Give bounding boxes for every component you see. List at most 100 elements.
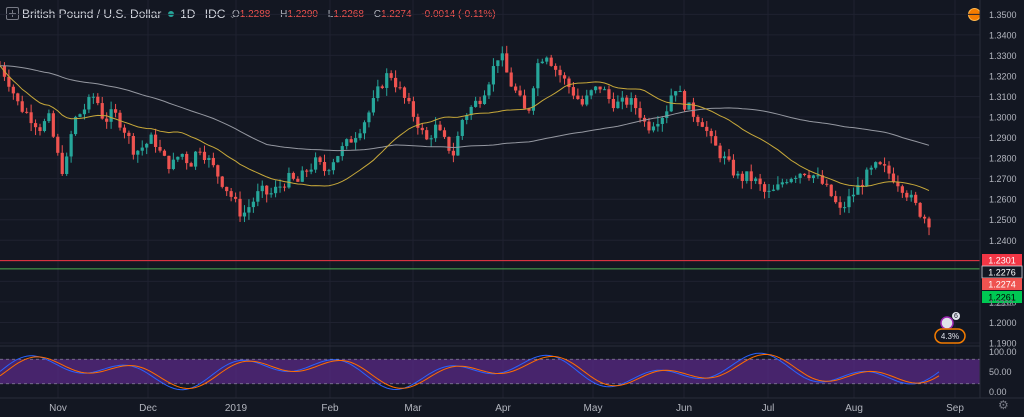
candle-body — [638, 108, 642, 118]
candle-body — [522, 95, 527, 109]
candle-body — [505, 53, 509, 73]
candle-body — [287, 172, 291, 188]
candle-body — [158, 146, 162, 151]
candle-body — [447, 136, 451, 151]
candle-body — [33, 123, 38, 128]
x-tick-label: Apr — [495, 403, 511, 414]
candle-body — [580, 99, 584, 105]
candle-body — [131, 136, 135, 155]
ma-fast-line — [0, 65, 930, 192]
candle-body — [149, 134, 153, 144]
candle-body — [820, 175, 824, 184]
candle-body — [616, 101, 620, 109]
candle-body — [754, 178, 758, 182]
candle-body — [82, 109, 87, 115]
candle-body — [629, 98, 633, 105]
candle-body — [878, 162, 882, 165]
candle-body — [860, 184, 864, 187]
candle-body — [771, 189, 776, 191]
x-tick-label: Aug — [845, 403, 863, 414]
candle-body — [318, 157, 322, 162]
candle-body — [425, 130, 429, 140]
x-tick-label: Nov — [49, 403, 67, 414]
candle-body — [60, 152, 64, 174]
candle-body — [229, 191, 233, 197]
candle-body — [500, 53, 504, 61]
candle-body — [25, 111, 29, 113]
candle-body — [665, 111, 669, 118]
add-symbol-icon[interactable] — [6, 7, 19, 20]
candle-body — [594, 86, 598, 91]
candle-body — [518, 90, 522, 96]
candle-body — [7, 76, 11, 87]
candle-body — [238, 198, 242, 217]
candle-body — [42, 121, 47, 132]
candle-body — [687, 102, 691, 110]
candle-body — [145, 143, 149, 148]
candle-body — [465, 115, 469, 120]
candle-body — [193, 151, 198, 167]
note-badge — [934, 328, 966, 344]
candle-body — [745, 171, 749, 181]
candle-body — [802, 173, 807, 176]
candle-body — [100, 103, 104, 119]
candle-body — [185, 153, 189, 164]
candle-body — [682, 91, 687, 110]
candle-body — [202, 151, 207, 161]
candle-body — [407, 97, 411, 102]
moving-averages — [0, 65, 930, 192]
candle-body — [780, 182, 784, 185]
candle-body — [207, 157, 211, 161]
candle-body — [176, 156, 180, 160]
horizontal-lines — [0, 260, 980, 270]
candle-body — [922, 216, 927, 219]
candle-body — [714, 136, 718, 146]
candle-body — [354, 138, 358, 143]
y-tick-label: 1.3000 — [989, 113, 1017, 123]
candle-body — [807, 175, 811, 179]
candle-body — [331, 162, 335, 171]
candle-body — [265, 185, 269, 195]
candle-body — [122, 127, 127, 133]
x-tick-label: May — [584, 403, 603, 414]
candle-body — [767, 190, 771, 192]
candle-body — [167, 155, 171, 170]
candle-body — [451, 150, 455, 156]
candle-body — [478, 100, 482, 105]
grid-lines — [0, 0, 980, 398]
event-badges[interactable]: 6 4.3% — [934, 312, 966, 344]
hidden-price-label: 1.2233 — [989, 299, 1014, 308]
candle-body — [647, 121, 651, 131]
candle-body — [416, 116, 420, 128]
candle-body — [429, 138, 433, 140]
candle-body — [718, 145, 722, 159]
candle-body — [109, 109, 113, 122]
candle-body — [585, 95, 589, 105]
candle-body — [509, 72, 513, 87]
candle-body — [273, 186, 278, 194]
candle-body — [256, 191, 260, 202]
candle-body — [838, 202, 842, 208]
candle-body — [625, 97, 629, 105]
candle-body — [905, 192, 909, 198]
candle-body — [851, 194, 856, 197]
candle-body — [914, 194, 918, 203]
candle-body — [762, 184, 767, 192]
candle-body — [314, 157, 318, 170]
candle-body — [180, 153, 184, 157]
candle-body — [389, 73, 393, 78]
candle-body — [856, 184, 860, 195]
candle-body — [278, 186, 282, 188]
chevron-down-icon[interactable]: ⌄ — [228, 10, 237, 20]
candle-body — [385, 73, 389, 88]
candle-body — [749, 171, 753, 182]
candle-body — [296, 178, 300, 182]
candle-body — [536, 63, 540, 89]
x-tick-label: 2019 — [225, 403, 248, 414]
gear-icon[interactable]: ⚙ — [998, 398, 1009, 412]
candle-body — [705, 126, 709, 131]
candle-body — [78, 114, 82, 117]
candle-body — [460, 119, 464, 136]
candle-body — [474, 100, 478, 107]
